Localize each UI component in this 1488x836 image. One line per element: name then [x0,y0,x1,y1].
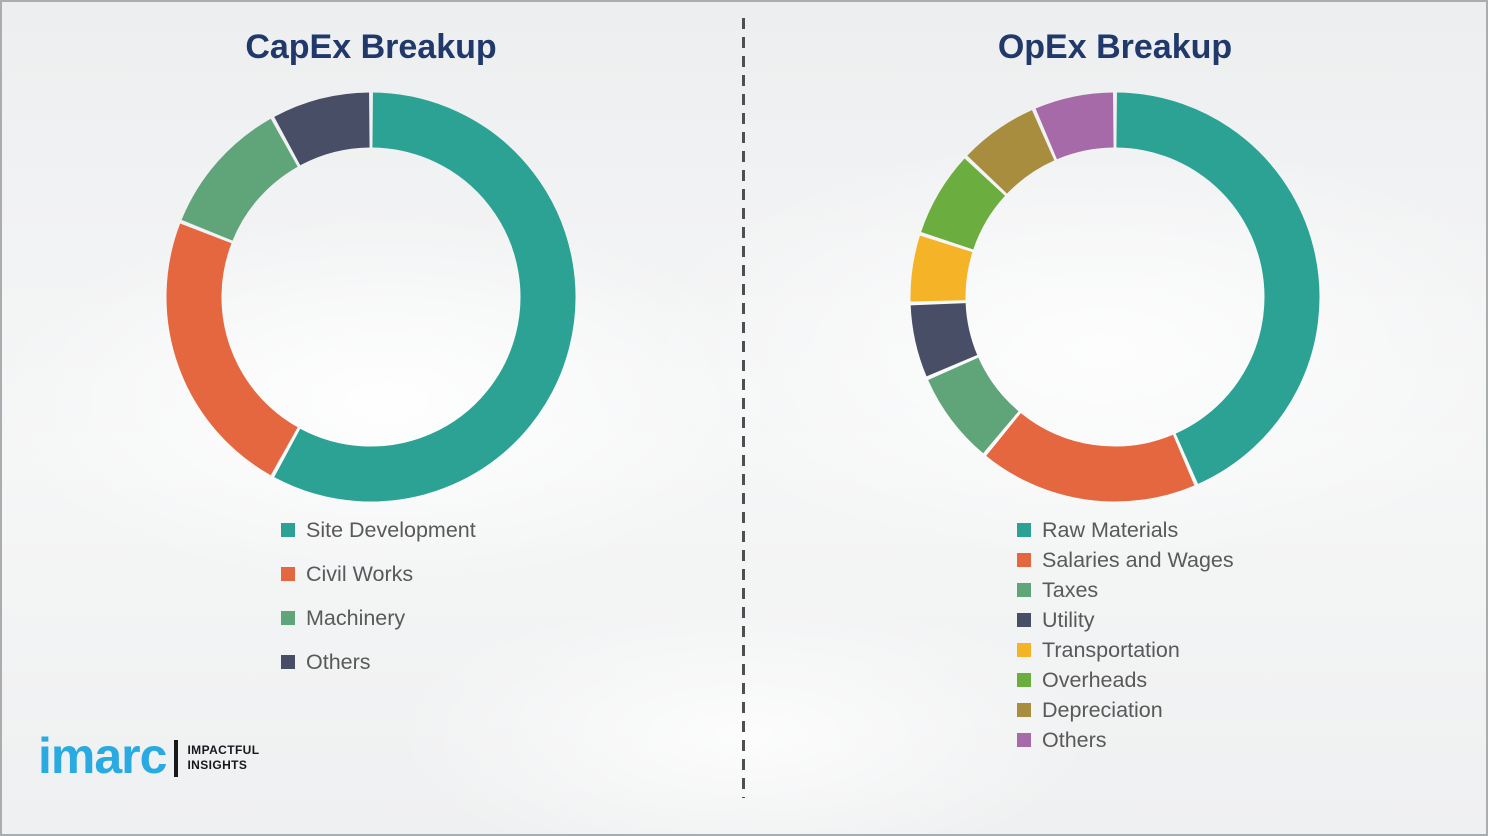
donut-segment-others [274,92,371,166]
legend-label: Utility [1042,607,1095,632]
logo-tagline-line1: IMPACTFUL [187,743,260,757]
legend-item-depreciation: Depreciation [1017,695,1234,725]
vertical-dashed-divider [742,18,745,798]
legend-swatch-icon [281,611,295,625]
legend-swatch-icon [1017,733,1031,747]
legend-swatch-icon [1017,613,1031,627]
donut-segment-transportation [910,235,973,302]
legend-swatch-icon [1017,703,1031,717]
opex-chart-title: OpEx Breakup [997,28,1233,66]
legend-label: Others [1042,727,1107,752]
legend-item-site-development: Site Development [281,508,476,552]
capex-chart-title: CapEx Breakup [245,28,497,66]
donut-segment-machinery [181,118,299,242]
legend-label: Machinery [306,605,406,630]
donut-segment-taxes [928,357,1020,454]
legend-label: Raw Materials [1042,517,1179,542]
legend-swatch-icon [281,567,295,581]
legend-item-others: Others [1017,725,1234,755]
legend-swatch-icon [281,523,295,537]
logo-tagline: IMPACTFUL INSIGHTS [187,743,259,773]
opex-donut-chart [910,92,1320,502]
legend-item-taxes: Taxes [1017,575,1234,605]
imarc-logo-wordmark: imarc [38,728,167,784]
legend-label: Taxes [1042,577,1099,602]
donut-segment-salaries-and-wages [986,412,1195,502]
legend-label: Civil Works [306,561,414,586]
legend-item-civil-works: Civil Works [281,552,476,596]
legend-swatch-icon [1017,583,1031,597]
legend-label: Transportation [1042,637,1180,662]
donut-segment-site-development [274,92,576,502]
donut-segment-utility [910,302,978,377]
legend-item-others: Others [281,640,476,684]
logo-tagline-line2: INSIGHTS [187,758,248,772]
imarc-logo: imarc IMPACTFUL INSIGHTS [38,728,259,784]
capex-legend: Site Development Civil Works Machinery Othe… [281,508,476,684]
legend-item-utility: Utility [1017,605,1234,635]
legend-swatch-icon [1017,553,1031,567]
legend-swatch-icon [1017,673,1031,687]
legend-item-salaries-and-wages: Salaries and Wages [1017,545,1234,575]
legend-label: Depreciation [1042,697,1163,722]
legend-item-overheads: Overheads [1017,665,1234,695]
logo-separator-bar [174,739,179,777]
legend-swatch-icon [281,655,295,669]
legend-label: Site Development [306,517,476,542]
legend-item-machinery: Machinery [281,596,476,640]
opex-legend: Raw Materials Salaries and Wages Taxes Util… [1017,515,1234,755]
legend-label: Salaries and Wages [1042,547,1234,572]
legend-item-raw-materials: Raw Materials [1017,515,1234,545]
capex-donut-chart [166,92,576,502]
legend-item-transportation: Transportation [1017,635,1234,665]
donut-segment-overheads [921,158,1006,251]
legend-swatch-icon [1017,523,1031,537]
donut-segment-civil-works [166,223,299,476]
donut-segment-depreciation [967,110,1055,195]
legend-swatch-icon [1017,643,1031,657]
donut-segment-others [1035,92,1115,160]
donut-segment-raw-materials [1116,92,1320,484]
legend-label: Overheads [1042,667,1148,692]
legend-label: Others [306,649,371,674]
